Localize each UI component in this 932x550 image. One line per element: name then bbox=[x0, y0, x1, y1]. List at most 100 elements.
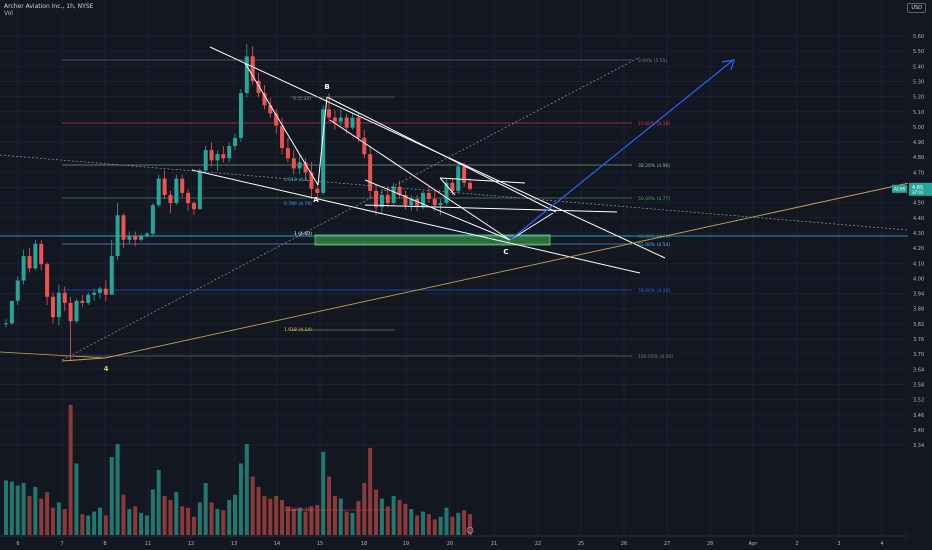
candle-body bbox=[285, 148, 290, 159]
volume-bar bbox=[127, 509, 132, 535]
time-tick-label: 25 bbox=[578, 541, 584, 547]
candle-body bbox=[150, 205, 155, 234]
wave-label: A bbox=[313, 196, 319, 204]
volume-bar bbox=[262, 496, 267, 535]
candle-body bbox=[4, 323, 8, 325]
candle-body bbox=[362, 137, 367, 155]
fib-level-label: 50.00% (4.77) bbox=[638, 196, 670, 202]
price-tick-label: 5.40 bbox=[913, 64, 924, 70]
candle-body bbox=[350, 117, 355, 128]
price-tick-label: 3.70 bbox=[913, 352, 924, 358]
volume-bar bbox=[403, 503, 408, 535]
candle-body bbox=[27, 256, 32, 269]
price-tick-label: 4.10 bbox=[913, 261, 924, 267]
volume-bar bbox=[39, 498, 44, 535]
volume-bar bbox=[156, 470, 161, 535]
price-tick-label: 3.64 bbox=[913, 367, 924, 373]
candle-body bbox=[321, 109, 326, 193]
replay-icon bbox=[466, 526, 474, 534]
volume-bar bbox=[97, 507, 102, 535]
candle-body bbox=[133, 235, 138, 240]
ticker-tag bbox=[892, 184, 907, 193]
candle-body bbox=[268, 105, 273, 114]
price-tick-label: 5.30 bbox=[913, 79, 924, 85]
candle-body bbox=[92, 292, 97, 295]
candle-body bbox=[86, 294, 91, 303]
time-tick-label: 18 bbox=[361, 541, 367, 547]
candle-body bbox=[327, 109, 332, 118]
volume-bar bbox=[397, 499, 402, 535]
candle-body bbox=[186, 192, 191, 204]
candle-body bbox=[444, 182, 449, 204]
volume-bar bbox=[362, 483, 367, 535]
candle-body bbox=[162, 178, 167, 195]
volume-bar bbox=[62, 509, 67, 535]
time-tick-label: 14 bbox=[274, 541, 280, 547]
time-tick-label: 6 bbox=[16, 541, 19, 547]
volume-bar bbox=[209, 502, 214, 535]
volume-bar bbox=[426, 514, 431, 535]
dashed-trend-line bbox=[61, 56, 641, 361]
candle-body bbox=[215, 154, 220, 161]
time-tick-label: 11 bbox=[145, 541, 151, 547]
candle-body bbox=[191, 203, 196, 210]
volume-bar bbox=[268, 498, 273, 535]
price-tick-label: 4.40 bbox=[913, 216, 924, 222]
price-axis[interactable]: 5.60 5.50 5.40 5.30 5.20 5.10 5.00 4.90 4.80 4.70… bbox=[892, 0, 932, 550]
price-tick-label: 3.34 bbox=[913, 443, 924, 449]
volume-bar bbox=[244, 444, 249, 535]
volume-bar bbox=[238, 463, 243, 535]
time-tick-label: 26 bbox=[621, 541, 627, 547]
extension-label: 1.618 (4.14) bbox=[284, 327, 312, 333]
time-tick-label: 3 bbox=[837, 541, 840, 547]
candle-body bbox=[74, 300, 79, 322]
trend-line bbox=[364, 204, 618, 213]
volume-bar bbox=[309, 506, 314, 535]
time-axis[interactable]: 6 7 8 11 12 13 14 15 18 19 20 21 22 25 26 27 28 Apr 2 3 4 bbox=[0, 526, 908, 547]
candle-body bbox=[274, 113, 279, 126]
candle-body bbox=[144, 233, 149, 236]
candle-body bbox=[303, 162, 308, 173]
candles bbox=[4, 44, 472, 360]
candle-body bbox=[256, 80, 261, 94]
trend-line bbox=[0, 351, 106, 359]
volume-bar bbox=[92, 511, 97, 535]
candle-body bbox=[203, 150, 208, 171]
candle-body bbox=[121, 215, 126, 240]
price-tick-label: 3.52 bbox=[913, 398, 924, 404]
fib-retracement[interactable]: 0.00% (5.55)23.60% (5.18)38.20% (4.96)50… bbox=[0, 58, 908, 360]
volume-bar bbox=[33, 486, 38, 535]
wave-label: C bbox=[503, 248, 508, 256]
last-price-label: 4.85 bbox=[912, 185, 923, 191]
candle-body bbox=[438, 203, 443, 206]
price-tick-label: 3.58 bbox=[913, 382, 924, 388]
price-tick-label: 3.76 bbox=[913, 337, 924, 343]
annotation-labels: A B C 4 0 (5.33) 0.618 (4.8 0.786 (4.79) 1 (4.6… bbox=[104, 83, 509, 513]
candle-body bbox=[291, 158, 296, 169]
currency-badge[interactable]: USD bbox=[907, 3, 926, 13]
candle-body bbox=[109, 256, 114, 295]
volume-bar bbox=[133, 506, 138, 535]
volume-label: Vol bbox=[4, 10, 13, 17]
volume-bar bbox=[144, 515, 149, 535]
price-tick-label: 3.94 bbox=[913, 292, 924, 298]
price-tick-label: 5.20 bbox=[913, 95, 924, 101]
price-tick-label: 3.82 bbox=[913, 322, 924, 328]
volume-bar bbox=[191, 516, 196, 535]
candle-body bbox=[468, 182, 472, 189]
wave-label: B bbox=[324, 83, 329, 91]
candle-body bbox=[9, 300, 14, 324]
volume-bar bbox=[174, 492, 179, 535]
time-tick-label: 27 bbox=[664, 541, 670, 547]
candle-body bbox=[97, 288, 102, 293]
target-zone bbox=[314, 234, 551, 246]
trend-line bbox=[317, 96, 328, 186]
trend-drawings[interactable] bbox=[0, 46, 932, 511]
volume-bar bbox=[438, 516, 443, 535]
extension-label: 0 (5.33) bbox=[293, 96, 311, 102]
time-tick-label: 20 bbox=[447, 541, 453, 547]
volume-bar bbox=[21, 483, 26, 535]
candle-body bbox=[68, 302, 73, 322]
volume-bar bbox=[115, 444, 120, 535]
